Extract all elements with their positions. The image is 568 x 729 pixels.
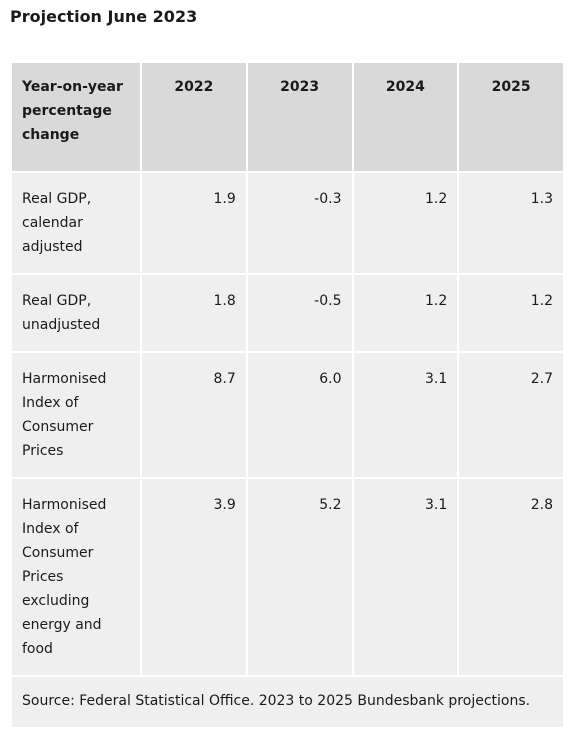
table-cell: 8.7 xyxy=(140,351,248,479)
table-cell: 1.9 xyxy=(140,171,248,275)
table-cell: 2.7 xyxy=(457,351,565,479)
row-label: Harmonised Index of Consumer Prices xyxy=(10,351,142,479)
table-cell: -0.3 xyxy=(245,171,354,275)
table-cell: 3.1 xyxy=(351,351,460,479)
row-label: Real GDP, unadjusted xyxy=(10,273,142,353)
table-cell: 6.0 xyxy=(245,351,354,479)
row-label: Real GDP, calendar adjusted xyxy=(10,171,142,275)
header-row: Year-on-year percentage change 2022 2023… xyxy=(10,61,565,173)
table-cell: 1.8 xyxy=(140,273,248,353)
table-row: Real GDP, calendar adjusted 1.9 -0.3 1.2… xyxy=(10,171,565,275)
header-year-2024: 2024 xyxy=(351,61,460,173)
header-label-cell: Year-on-year percentage change xyxy=(10,61,142,173)
table-row: Real GDP, unadjusted 1.8 -0.5 1.2 1.2 xyxy=(10,273,565,353)
table-row: Harmonised Index of Consumer Prices excl… xyxy=(10,477,565,677)
table-cell: 1.2 xyxy=(351,171,460,275)
table-title: Projection June 2023 xyxy=(10,7,198,26)
header-year-2022: 2022 xyxy=(140,61,248,173)
table-cell: 1.3 xyxy=(457,171,565,275)
table-cell: -0.5 xyxy=(245,273,354,353)
table-row: Harmonised Index of Consumer Prices 8.7 … xyxy=(10,351,565,479)
row-label: Harmonised Index of Consumer Prices excl… xyxy=(10,477,142,677)
table-cell: 1.2 xyxy=(351,273,460,353)
table-cell: 3.9 xyxy=(140,477,248,677)
table-cell: 2.8 xyxy=(457,477,565,677)
header-year-2023: 2023 xyxy=(245,61,354,173)
table-cell: 1.2 xyxy=(457,273,565,353)
header-year-2025: 2025 xyxy=(457,61,565,173)
source-note: Source: Federal Statistical Office. 2023… xyxy=(10,675,565,729)
table-cell: 5.2 xyxy=(245,477,354,677)
projection-table: Year-on-year percentage change 2022 2023… xyxy=(10,61,565,729)
source-row: Source: Federal Statistical Office. 2023… xyxy=(10,675,565,729)
table-cell: 3.1 xyxy=(351,477,460,677)
